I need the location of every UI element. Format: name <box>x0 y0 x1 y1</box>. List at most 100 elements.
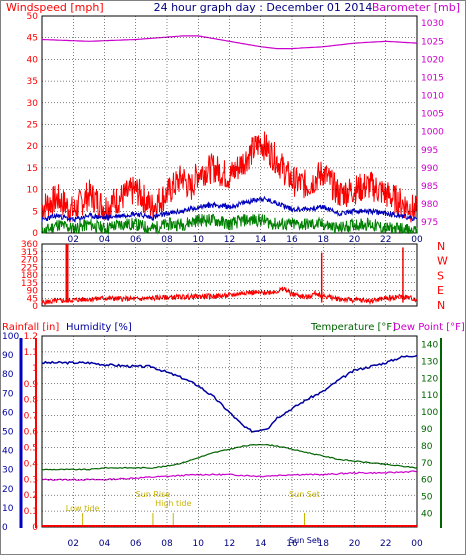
event-label: Sun Set <box>289 536 320 545</box>
barometer-tick: 1025 <box>421 37 444 47</box>
direction-tick: 315 <box>21 248 38 258</box>
time-tick-labels-lower: 02 04 06 08 10 12 14 16 18 20 22 00 <box>68 539 423 549</box>
event-label: Sun Rise <box>136 490 171 499</box>
humidity-tick: 70 <box>2 389 14 399</box>
time-tick: 10 <box>193 235 205 245</box>
rain-tick: 1.2 <box>24 332 38 342</box>
humidity-tick: 40 <box>2 447 14 457</box>
barometer-tick: 985 <box>421 182 438 192</box>
rain-tick: 1 <box>32 364 38 374</box>
time-tick: 02 <box>68 539 79 549</box>
temperature-tick: 110 <box>421 391 438 401</box>
time-tick: 18 <box>318 539 330 549</box>
rainfall-axis-label: Rainfall [in] <box>2 322 59 333</box>
event-label: Sun Set <box>289 490 320 499</box>
time-tick: 20 <box>349 539 361 549</box>
time-tick: 14 <box>255 235 267 245</box>
humidity-axis-label: Humidity [%] <box>66 322 132 333</box>
humidity-tick: 20 <box>2 485 14 495</box>
rain-tick-labels: 0 0.1 0.2 0.3 0.4 0.5 0.6 0.7 0.8 0.9 1 1.1 1.2 <box>24 332 39 533</box>
barometer-tick: 1010 <box>421 92 444 102</box>
rain-tick: 0.3 <box>24 475 38 485</box>
temperature-tick: 40 <box>421 509 433 519</box>
barometer-tick-labels: 975 980 985 990 995 1000 1005 1010 1015 1020 1025 1… <box>421 19 444 228</box>
temperature-tick: 120 <box>421 374 438 384</box>
barometer-tick: 995 <box>421 146 438 156</box>
event-label: Low tide <box>66 504 100 513</box>
wind-average-line <box>41 195 418 223</box>
barometer-tick: 1000 <box>421 128 444 138</box>
temperature-tick: 50 <box>421 493 433 503</box>
time-tick: 22 <box>380 539 391 549</box>
windspeed-tick: 30 <box>27 99 39 109</box>
windspeed-tick: 0 <box>32 229 38 239</box>
windspeed-tick: 5 <box>32 207 38 217</box>
chart-title: 24 hour graph day : December 01 2014 <box>154 1 373 14</box>
windspeed-tick: 40 <box>27 55 39 65</box>
temperature-tick: 70 <box>421 459 433 469</box>
windspeed-tick: 45 <box>27 34 38 44</box>
compass-label: N <box>437 299 445 312</box>
time-tick: 14 <box>255 539 267 549</box>
time-tick: 08 <box>161 235 173 245</box>
temperature-tick: 60 <box>421 476 433 486</box>
rain-tick: 1.1 <box>24 348 38 358</box>
time-tick: 00 <box>411 539 423 549</box>
rain-tick: 0.1 <box>24 507 38 517</box>
rain-tick: 0.7 <box>24 412 38 422</box>
rain-tick: 0.6 <box>24 428 39 438</box>
time-tick: 22 <box>380 235 391 245</box>
humidity-tick: 30 <box>2 466 14 476</box>
temperature-tick: 80 <box>421 442 433 452</box>
windspeed-tick: 15 <box>27 164 38 174</box>
windspeed-tick: 50 <box>27 12 39 22</box>
time-tick: 04 <box>99 539 111 549</box>
time-tick: 18 <box>318 235 330 245</box>
direction-tick: 90 <box>27 287 39 297</box>
temperature-tick-labels: 40 50 60 70 80 90 100 110 120 130 140 <box>421 340 438 519</box>
time-tick: 02 <box>68 235 79 245</box>
humidity-tick: 0 <box>2 523 8 533</box>
rain-tick: 0.8 <box>24 396 39 406</box>
temperature-axis-label: Temperature [°F] <box>310 322 396 333</box>
temperature-tick: 140 <box>421 340 438 350</box>
time-tick: 06 <box>130 235 142 245</box>
barometer-tick: 1005 <box>421 110 444 120</box>
windspeed-axis-label: Windspeed [mph] <box>6 1 104 14</box>
direction-tick: 360 <box>21 240 38 250</box>
barometer-tick: 980 <box>421 200 438 210</box>
humidity-tick: 100 <box>2 332 19 342</box>
direction-tick: 225 <box>21 263 38 273</box>
time-tick: 06 <box>130 539 142 549</box>
wind-low-line <box>41 213 418 235</box>
barometer-tick: 1020 <box>421 55 444 65</box>
humidity-tick: 10 <box>2 504 14 514</box>
humidity-tick: 50 <box>2 428 14 438</box>
time-tick: 20 <box>349 235 361 245</box>
direction-tick: 180 <box>21 271 38 281</box>
windspeed-tick: 10 <box>27 186 39 196</box>
humidity-tick: 90 <box>2 351 14 361</box>
compass-label: N <box>437 240 445 253</box>
time-tick: 08 <box>161 539 173 549</box>
temperature-tick: 100 <box>421 408 438 418</box>
rain-tick: 0.4 <box>24 459 39 469</box>
time-tick: 00 <box>411 235 423 245</box>
time-tick-labels: 02 04 06 08 10 12 14 16 18 20 22 00 <box>68 235 423 245</box>
time-tick: 16 <box>286 235 298 245</box>
windspeed-tick-labels: 0 5 10 15 20 25 30 35 40 45 50 <box>27 12 39 239</box>
humidity-tick: 60 <box>2 408 14 418</box>
windspeed-tick: 35 <box>27 77 38 87</box>
direction-tick: 270 <box>21 256 38 266</box>
barometer-tick: 1030 <box>421 19 444 29</box>
compass-label: S <box>437 269 444 282</box>
compass-label: E <box>437 284 444 297</box>
temperature-tick: 130 <box>421 357 438 367</box>
barometer-tick: 975 <box>421 218 438 228</box>
